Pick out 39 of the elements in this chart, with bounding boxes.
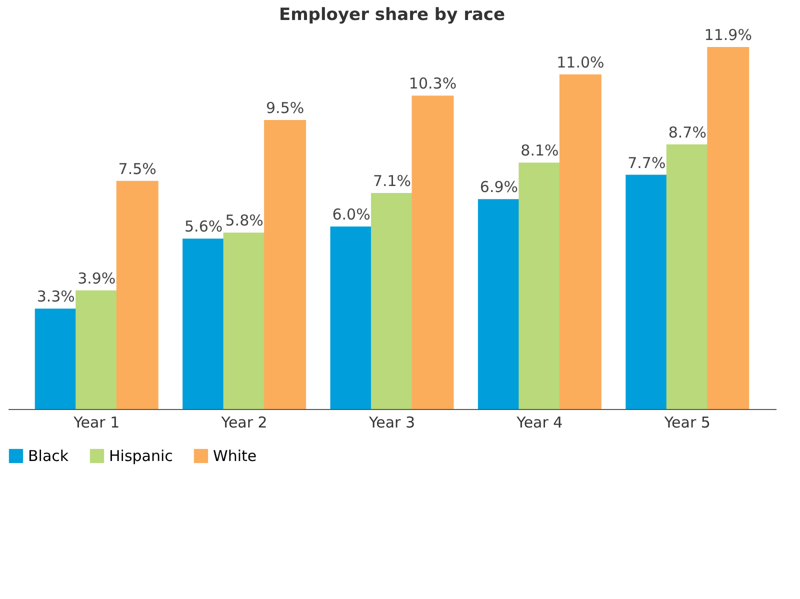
legend-label: Hispanic — [109, 447, 173, 465]
bar — [34, 308, 77, 409]
legend-label: White — [213, 447, 257, 465]
data-label: 11.9% — [704, 26, 752, 44]
bar — [559, 74, 602, 409]
bar — [707, 47, 750, 409]
data-label: 7.7% — [628, 154, 666, 172]
x-tick-label: Year 3 — [368, 414, 416, 432]
bar — [478, 199, 520, 409]
data-label: 8.7% — [668, 123, 706, 142]
data-label: 9.5% — [266, 99, 304, 118]
data-label: 5.6% — [184, 218, 223, 236]
legend-label: Black — [28, 447, 69, 465]
bar — [223, 232, 266, 409]
data-label: 11.0% — [556, 53, 604, 72]
bar — [116, 180, 158, 409]
bar — [76, 290, 118, 409]
bar — [330, 226, 372, 409]
data-label: 8.1% — [520, 142, 559, 160]
x-tick-label: Year 1 — [72, 414, 120, 432]
data-label: 3.9% — [78, 269, 116, 288]
data-label: 7.5% — [118, 160, 156, 178]
data-label: 3.3% — [36, 288, 75, 306]
data-label: 10.3% — [408, 74, 457, 93]
bar — [371, 193, 413, 409]
bar — [518, 162, 561, 409]
x-tick-label: Year 4 — [516, 414, 563, 432]
data-label: 7.1% — [372, 172, 412, 190]
bar — [264, 120, 306, 409]
data-label: 6.9% — [480, 178, 518, 196]
x-tick-label: Year 5 — [663, 414, 710, 432]
data-label: 6.0% — [332, 205, 370, 224]
chart-title: Employer share by race — [278, 5, 506, 25]
bar — [626, 174, 668, 409]
bar — [666, 144, 708, 409]
x-tick-label: Year 2 — [220, 414, 268, 432]
bar — [412, 96, 454, 409]
bar — [182, 238, 225, 409]
data-label: 5.8% — [225, 212, 264, 230]
